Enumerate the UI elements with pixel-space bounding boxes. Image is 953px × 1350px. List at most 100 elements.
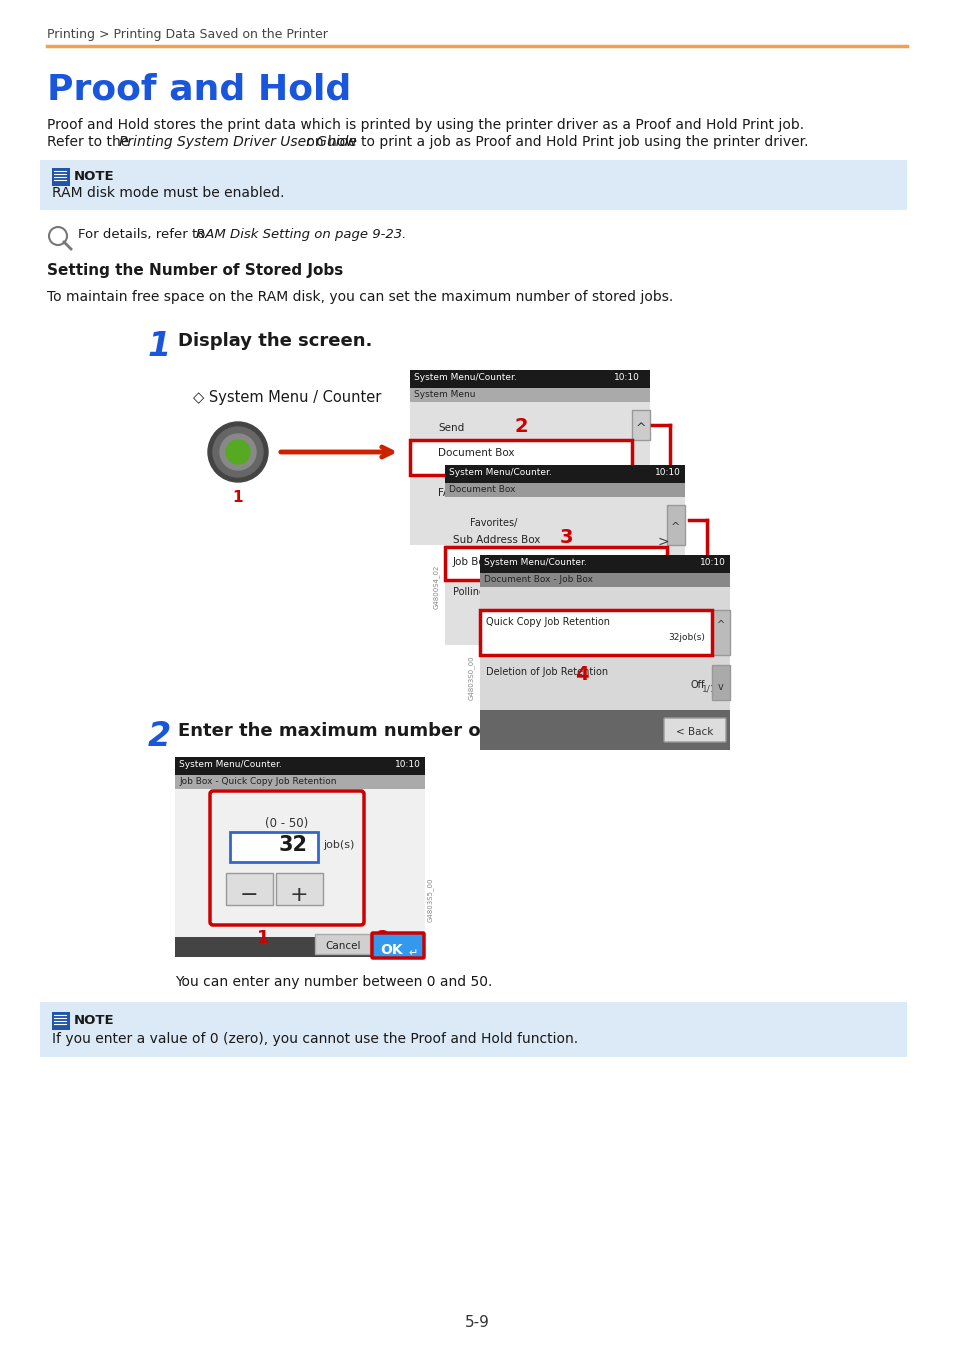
Text: < Back: < Back bbox=[676, 728, 713, 737]
Text: Document Box - Job Box: Document Box - Job Box bbox=[483, 575, 593, 585]
Text: Display the screen.: Display the screen. bbox=[178, 332, 372, 350]
Text: Polling Box: Polling Box bbox=[453, 587, 506, 597]
FancyBboxPatch shape bbox=[40, 1002, 906, 1057]
FancyBboxPatch shape bbox=[174, 788, 424, 942]
FancyBboxPatch shape bbox=[711, 610, 729, 655]
Text: Favorites/: Favorites/ bbox=[470, 518, 517, 528]
Text: 10:10: 10:10 bbox=[395, 760, 420, 770]
FancyBboxPatch shape bbox=[666, 505, 684, 545]
Text: Quick Copy Job Retention: Quick Copy Job Retention bbox=[485, 617, 609, 626]
Text: job(s): job(s) bbox=[323, 840, 354, 850]
Text: ◇ System Menu / Counter: ◇ System Menu / Counter bbox=[193, 390, 381, 405]
Circle shape bbox=[213, 427, 263, 477]
FancyBboxPatch shape bbox=[444, 464, 684, 483]
Text: 2: 2 bbox=[515, 417, 528, 436]
FancyBboxPatch shape bbox=[230, 832, 317, 863]
Text: System Menu/Counter.: System Menu/Counter. bbox=[179, 760, 281, 770]
Text: System Menu/Counter.: System Menu/Counter. bbox=[449, 468, 551, 477]
FancyBboxPatch shape bbox=[444, 483, 684, 497]
Text: Document Box: Document Box bbox=[449, 485, 515, 494]
FancyBboxPatch shape bbox=[52, 167, 70, 186]
Text: 1/1: 1/1 bbox=[656, 585, 670, 594]
Text: v: v bbox=[718, 682, 723, 693]
Text: 1/1: 1/1 bbox=[700, 684, 716, 694]
Text: Send: Send bbox=[437, 423, 464, 433]
Text: 10:10: 10:10 bbox=[655, 468, 680, 477]
FancyBboxPatch shape bbox=[174, 757, 424, 957]
FancyBboxPatch shape bbox=[410, 370, 649, 387]
Text: Document Box: Document Box bbox=[437, 448, 514, 458]
FancyBboxPatch shape bbox=[210, 791, 364, 925]
Text: RAM disk mode must be enabled.: RAM disk mode must be enabled. bbox=[52, 186, 284, 200]
FancyBboxPatch shape bbox=[275, 873, 323, 905]
FancyBboxPatch shape bbox=[444, 464, 684, 645]
Text: FAX: FAX bbox=[437, 487, 456, 498]
Text: 2: 2 bbox=[376, 929, 389, 946]
Text: 4: 4 bbox=[575, 666, 588, 684]
FancyBboxPatch shape bbox=[631, 410, 649, 440]
Text: +: + bbox=[290, 886, 308, 904]
Text: NOTE: NOTE bbox=[74, 170, 114, 184]
Text: To maintain free space on the RAM disk, you can set the maximum number of stored: To maintain free space on the RAM disk, … bbox=[47, 290, 673, 304]
Text: Printing > Printing Data Saved on the Printer: Printing > Printing Data Saved on the Pr… bbox=[47, 28, 328, 40]
Circle shape bbox=[208, 423, 268, 482]
Text: ^: ^ bbox=[635, 423, 645, 435]
FancyBboxPatch shape bbox=[444, 547, 666, 580]
Text: 3/5: 3/5 bbox=[635, 485, 649, 494]
Text: System Menu/Counter.: System Menu/Counter. bbox=[483, 558, 586, 567]
Text: Job Box - Quick Copy Job Retention: Job Box - Quick Copy Job Retention bbox=[179, 778, 336, 786]
FancyBboxPatch shape bbox=[52, 1012, 70, 1030]
FancyBboxPatch shape bbox=[479, 710, 729, 751]
Text: Enter the maximum number of stored jobs.: Enter the maximum number of stored jobs. bbox=[178, 722, 615, 740]
Text: Cancel: Cancel bbox=[325, 941, 360, 950]
FancyBboxPatch shape bbox=[40, 161, 906, 211]
Text: Proof and Hold stores the print data which is printed by using the printer drive: Proof and Hold stores the print data whi… bbox=[47, 117, 803, 132]
Text: >: > bbox=[649, 558, 661, 571]
Text: >: > bbox=[658, 535, 669, 549]
Text: 1: 1 bbox=[256, 929, 269, 946]
Text: Printing System Driver User Guide: Printing System Driver User Guide bbox=[119, 135, 356, 148]
Text: 10:10: 10:10 bbox=[614, 373, 639, 382]
FancyBboxPatch shape bbox=[663, 718, 725, 743]
Circle shape bbox=[226, 440, 250, 464]
Text: ^: ^ bbox=[717, 620, 724, 630]
Text: 32job(s): 32job(s) bbox=[667, 633, 704, 643]
FancyBboxPatch shape bbox=[174, 757, 424, 775]
Text: 3: 3 bbox=[559, 528, 573, 547]
FancyBboxPatch shape bbox=[174, 937, 424, 957]
Text: on how to print a job as Proof and Hold Print job using the printer driver.: on how to print a job as Proof and Hold … bbox=[302, 135, 808, 148]
FancyBboxPatch shape bbox=[410, 387, 649, 402]
Text: Setting the Number of Stored Jobs: Setting the Number of Stored Jobs bbox=[47, 263, 343, 278]
Text: 1: 1 bbox=[148, 329, 172, 363]
FancyBboxPatch shape bbox=[174, 775, 424, 788]
Text: ↵: ↵ bbox=[408, 948, 417, 958]
Circle shape bbox=[220, 433, 255, 470]
Text: Off: Off bbox=[690, 680, 704, 690]
Text: If you enter a value of 0 (zero), you cannot use the Proof and Hold function.: If you enter a value of 0 (zero), you ca… bbox=[52, 1031, 578, 1046]
Text: Sub Address Box: Sub Address Box bbox=[453, 535, 539, 545]
Text: Deletion of Job Retention: Deletion of Job Retention bbox=[485, 667, 607, 676]
Text: System Menu: System Menu bbox=[414, 390, 475, 400]
FancyBboxPatch shape bbox=[314, 934, 370, 954]
Text: (0 - 50): (0 - 50) bbox=[265, 817, 309, 830]
Text: Proof and Hold: Proof and Hold bbox=[47, 72, 351, 107]
Text: 2: 2 bbox=[148, 720, 172, 753]
Text: G4803S5_00: G4803S5_00 bbox=[427, 878, 434, 922]
Text: For details, refer to: For details, refer to bbox=[78, 228, 210, 242]
Text: You can enter any number between 0 and 50.: You can enter any number between 0 and 5… bbox=[174, 975, 492, 990]
Text: G4800S4_02: G4800S4_02 bbox=[433, 566, 439, 609]
Text: ^: ^ bbox=[671, 522, 680, 532]
FancyBboxPatch shape bbox=[711, 666, 729, 701]
FancyBboxPatch shape bbox=[410, 440, 631, 475]
Text: NOTE: NOTE bbox=[74, 1014, 114, 1027]
Text: OK: OK bbox=[380, 944, 403, 957]
Text: 5-9: 5-9 bbox=[464, 1315, 489, 1330]
FancyBboxPatch shape bbox=[479, 555, 729, 572]
FancyBboxPatch shape bbox=[479, 555, 729, 751]
FancyBboxPatch shape bbox=[410, 370, 649, 545]
Text: 32: 32 bbox=[278, 836, 308, 855]
FancyBboxPatch shape bbox=[226, 873, 273, 905]
Text: Job Box: Job Box bbox=[453, 558, 491, 567]
Text: 1: 1 bbox=[233, 490, 243, 505]
Text: −: − bbox=[239, 886, 258, 904]
